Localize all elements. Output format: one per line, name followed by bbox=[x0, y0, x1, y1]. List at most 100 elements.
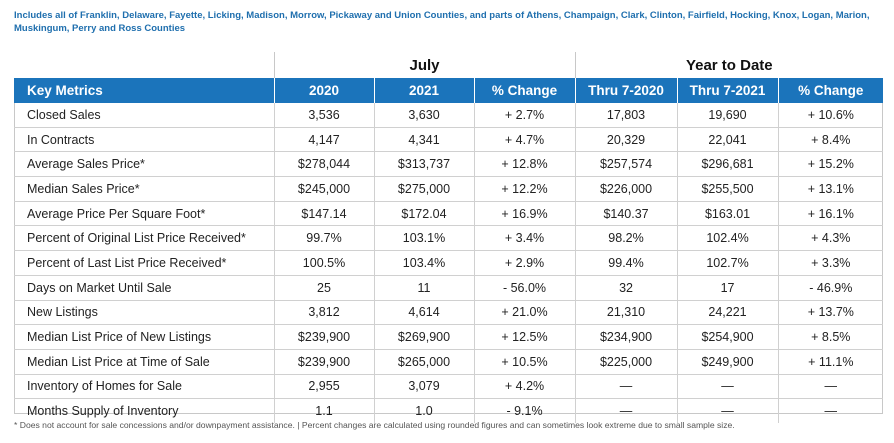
cell-value-2021: $269,900 bbox=[374, 324, 475, 350]
cell-july-change: + 2.7% bbox=[474, 103, 576, 128]
cell-value-thru-7-2021: 102.7% bbox=[677, 250, 779, 276]
table-row: Percent of Original List Price Received*… bbox=[14, 225, 884, 252]
cell-value-2020: 100.5% bbox=[274, 250, 375, 276]
column-header-2021: 2021 bbox=[374, 78, 475, 103]
cell-july-change: + 3.4% bbox=[474, 225, 576, 252]
cell-july-change: + 12.5% bbox=[474, 324, 576, 350]
column-header-key-metrics: Key Metrics bbox=[14, 78, 275, 103]
cell-value-thru-7-2021: 102.4% bbox=[677, 225, 779, 252]
column-header-ytd-change: % Change bbox=[778, 78, 884, 103]
cell-metric-name: Closed Sales bbox=[14, 103, 275, 128]
table-row: Days on Market Until Sale 25 11- 56.0% 32 17… bbox=[14, 275, 884, 301]
cell-metric-name: Days on Market Until Sale bbox=[14, 275, 275, 301]
cell-value-2020: $239,900 bbox=[274, 349, 375, 375]
cell-july-change: - 9.1% bbox=[474, 398, 576, 423]
cell-july-change: - 56.0% bbox=[474, 275, 576, 301]
cell-value-thru-7-2020: $226,000 bbox=[575, 176, 678, 202]
period-group-row: July Year to Date bbox=[14, 52, 884, 78]
cell-value-thru-7-2021: 17 bbox=[677, 275, 779, 301]
cell-value-thru-7-2021: $296,681 bbox=[677, 151, 779, 178]
cell-value-2021: $265,000 bbox=[374, 349, 475, 375]
cell-value-thru-7-2020: 21,310 bbox=[575, 300, 678, 326]
cell-value-thru-7-2021: $255,500 bbox=[677, 176, 779, 202]
cell-value-2021: $313,737 bbox=[374, 151, 475, 178]
cell-value-2021: 4,341 bbox=[374, 127, 475, 153]
table-row: Median List Price of New Listings $239,90… bbox=[14, 324, 884, 350]
cell-value-thru-7-2021: $254,900 bbox=[677, 324, 779, 350]
cell-july-change: + 21.0% bbox=[474, 300, 576, 326]
cell-metric-name: Percent of Original List Price Received* bbox=[14, 225, 275, 252]
column-header-thru-7-2021: Thru 7-2021 bbox=[677, 78, 779, 103]
cell-ytd-change: — bbox=[824, 404, 838, 419]
cell-value-thru-7-2021: $249,900 bbox=[677, 349, 779, 375]
cell-value-thru-7-2021: 22,041 bbox=[677, 127, 779, 153]
cell-metric-name: Median Sales Price* bbox=[14, 176, 275, 202]
cell-metric-name: Average Price Per Square Foot* bbox=[14, 201, 275, 227]
cell-ytd-change: + 13.1% bbox=[778, 176, 884, 202]
cell-value-2020: $147.14 bbox=[274, 201, 375, 227]
table-row: Percent of Last List Price Received* 100.… bbox=[14, 250, 884, 276]
cell-july-change: + 4.2% bbox=[474, 374, 576, 400]
cell-july-change: + 12.2% bbox=[474, 176, 576, 202]
cell-value-2021: 11 bbox=[374, 275, 475, 301]
group-blank-cell bbox=[14, 52, 274, 78]
cell-value-thru-7-2021: 19,690 bbox=[677, 103, 779, 128]
cell-value-2021: $275,000 bbox=[374, 176, 475, 202]
cell-metric-name: Months Supply of Inventory bbox=[14, 398, 275, 423]
cell-metric-name: Inventory of Homes for Sale bbox=[14, 374, 275, 400]
cell-metric-name: Median List Price of New Listings bbox=[14, 324, 275, 350]
table-row: Inventory of Homes for Sale 2,955 3,079 + 4… bbox=[14, 374, 884, 400]
cell-value-thru-7-2020: — bbox=[575, 374, 678, 400]
cell-value-2020: $245,000 bbox=[274, 176, 375, 202]
cell-metric-name: New Listings bbox=[14, 300, 275, 326]
table-row: Median Sales Price* $245,000 $275,000 + 12.… bbox=[14, 176, 884, 202]
cell-ytd-change: + 11.1% bbox=[778, 349, 884, 375]
cell-value-thru-7-2020: 20,329 bbox=[575, 127, 678, 153]
cell-value-2020: 2,955 bbox=[274, 374, 375, 400]
coverage-note: Includes all of Franklin, Delaware, Faye… bbox=[14, 10, 870, 34]
cell-ytd-change: - 46.9% bbox=[778, 275, 884, 301]
cell-value-2020: $278,044 bbox=[274, 151, 375, 178]
cell-value-2020: 25 bbox=[274, 275, 375, 301]
cell-value-thru-7-2021: $163.01 bbox=[677, 201, 779, 227]
cell-value-2020: 3,812 bbox=[274, 300, 375, 326]
footnote: * Does not account for sale concessions … bbox=[14, 420, 735, 430]
cell-ytd-change: + 8.5% bbox=[778, 324, 884, 350]
cell-value-thru-7-2020: $225,000 bbox=[575, 349, 678, 375]
table-body: Closed Sales 3,536 3,630 + 2.7% 17,803 19,690… bbox=[14, 103, 884, 423]
cell-ytd-change: — bbox=[778, 374, 884, 400]
cell-value-2021: 103.4% bbox=[374, 250, 475, 276]
cell-metric-name: Average Sales Price* bbox=[14, 151, 275, 178]
cell-value-thru-7-2021: — bbox=[677, 398, 779, 423]
cell-value-2020: 3,536 bbox=[274, 103, 375, 128]
cell-value-thru-7-2021: 24,221 bbox=[677, 300, 779, 326]
cell-ytd-change: + 4.3% bbox=[778, 225, 884, 252]
table-row: Average Price Per Square Foot* $147.14 $17… bbox=[14, 201, 884, 227]
cell-metric-name: Median List Price at Time of Sale bbox=[14, 349, 275, 375]
cell-value-2021: 3,079 bbox=[374, 374, 475, 400]
cell-ytd-change: + 15.2% bbox=[778, 151, 884, 178]
cell-ytd-change: + 10.6% bbox=[778, 103, 884, 128]
key-metrics-table: July Year to Date Key Metrics 2020 2021 … bbox=[14, 52, 884, 423]
group-header-july: July bbox=[273, 52, 576, 78]
group-header-ytd: Year to Date bbox=[574, 52, 884, 78]
column-header-thru-7-2020: Thru 7-2020 bbox=[575, 78, 678, 103]
cell-value-thru-7-2021: — bbox=[677, 374, 779, 400]
cell-july-change: + 10.5% bbox=[474, 349, 576, 375]
table-row: Months Supply of Inventory 1.1 1.0- 9.1% — —… bbox=[14, 398, 883, 423]
cell-value-thru-7-2020: 98.2% bbox=[575, 225, 678, 252]
cell-value-2020: 4,147 bbox=[274, 127, 375, 153]
cell-value-thru-7-2020: 99.4% bbox=[575, 250, 678, 276]
column-header-july-change: % Change bbox=[474, 78, 576, 103]
table-row: Closed Sales 3,536 3,630 + 2.7% 17,803 19,690… bbox=[14, 103, 884, 128]
cell-value-thru-7-2020: $140.37 bbox=[575, 201, 678, 227]
cell-value-2021: 1.0 bbox=[374, 398, 475, 423]
cell-value-2021: 4,614 bbox=[374, 300, 475, 326]
cell-value-2021: 3,630 bbox=[374, 103, 475, 128]
cell-metric-name: Percent of Last List Price Received* bbox=[14, 250, 275, 276]
cell-value-thru-7-2020: $257,574 bbox=[575, 151, 678, 178]
cell-value-thru-7-2020: — bbox=[575, 398, 678, 423]
cell-value-2020: $239,900 bbox=[274, 324, 375, 350]
cell-july-change: + 4.7% bbox=[474, 127, 576, 153]
column-header-row: Key Metrics 2020 2021 % Change Thru 7-20… bbox=[14, 78, 884, 103]
